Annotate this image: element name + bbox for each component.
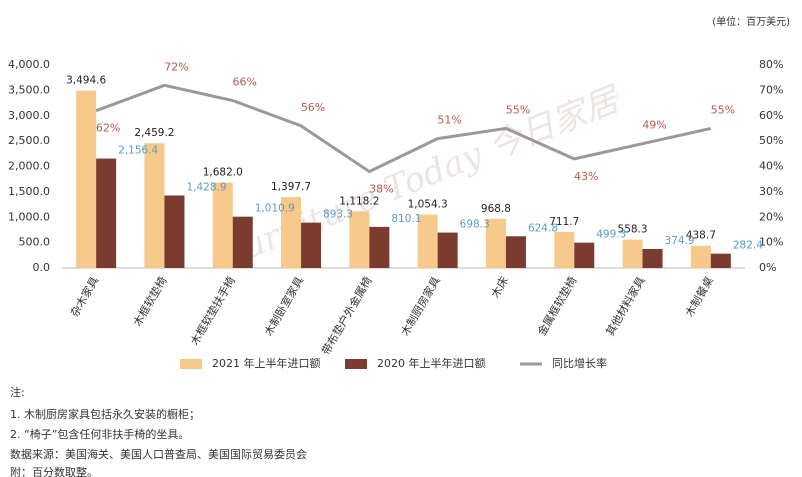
value-label: 1,010.9 — [255, 203, 295, 215]
y2-tick-label: 80% — [759, 58, 783, 71]
bar — [76, 90, 97, 268]
value-label: 968.8 — [481, 203, 511, 215]
value-label: 55% — [506, 103, 530, 116]
x-tick-label: 金属框软垫椅 — [534, 274, 579, 338]
note-title: 注: — [10, 386, 25, 399]
value-label: 49% — [642, 119, 666, 132]
value-label: 2,156.4 — [118, 145, 158, 157]
y-tick-label: 3,000.0 — [8, 109, 50, 122]
x-tick-label: 木制卧室家具 — [261, 274, 306, 338]
bar — [164, 195, 185, 268]
bar — [554, 231, 575, 268]
y-tick-label: 3,500.0 — [8, 83, 50, 96]
y-tick-label: 500.0 — [19, 236, 51, 249]
value-label: 66% — [233, 76, 257, 89]
value-label: 711.7 — [549, 216, 579, 228]
bar — [369, 226, 390, 268]
value-label: 810.1 — [391, 213, 421, 225]
bar — [96, 158, 117, 268]
y-tick-label: 0.0 — [33, 261, 51, 274]
bar — [281, 197, 302, 268]
x-tick-label: 木制厨房家具 — [398, 274, 443, 338]
value-label: 282.4 — [733, 240, 763, 252]
bar — [212, 182, 233, 268]
unit-label: (单位：百万美元) — [712, 15, 790, 28]
value-label: 374.9 — [665, 235, 695, 247]
x-tick-label: 其他材料家具 — [603, 274, 648, 338]
bar — [710, 253, 731, 268]
note-line: 数据来源：美国海关、美国人口普查局、美国国际贸易委员会 — [10, 448, 307, 461]
legend-label: 同比增长率 — [552, 356, 607, 370]
value-label: 1,054.3 — [408, 198, 448, 210]
legend-swatch — [180, 359, 202, 369]
legend-label: 2020 年上半年进口额 — [377, 356, 486, 370]
x-tick-label: 木制餐桌 — [682, 274, 716, 319]
value-label: 51% — [437, 114, 461, 127]
note-line: 附：百分数取整。 — [10, 466, 98, 477]
y-tick-label: 2,000.0 — [8, 160, 50, 173]
value-label: 38% — [369, 183, 393, 196]
legend-swatch — [345, 359, 367, 369]
y2-tick-label: 0% — [759, 261, 776, 274]
bar — [485, 218, 506, 268]
chart: (单位：百万美元) Furniture Today 今日家居 0.0500.01… — [8, 15, 790, 370]
value-label: 3,494.6 — [66, 75, 106, 87]
bar — [417, 214, 438, 268]
bar — [642, 248, 663, 268]
bar — [574, 242, 595, 268]
value-label: 893.3 — [323, 209, 353, 221]
value-label: 499.3 — [596, 229, 626, 241]
value-label: 1,428.9 — [186, 181, 226, 193]
x-tick-label: 木框软垫扶手椅 — [187, 274, 238, 348]
value-label: 558.3 — [618, 224, 648, 236]
y2-tick-label: 60% — [759, 109, 783, 122]
bar — [349, 211, 370, 268]
value-label: 438.7 — [686, 230, 716, 242]
y2-tick-label: 70% — [759, 83, 783, 96]
value-label: 56% — [301, 101, 325, 114]
bar — [437, 232, 458, 268]
y2-tick-label: 10% — [759, 236, 783, 249]
note-line: 1. 木制厨房家具包括永久安装的橱柜； — [10, 408, 200, 421]
note-line: 2. “椅子”包含任何非扶手椅的坐具。 — [10, 428, 190, 441]
x-tick-label: 杂木家具 — [67, 274, 101, 319]
x-tick-label: 带布垫户外金属椅 — [318, 274, 374, 357]
y2-tick-label: 40% — [759, 160, 783, 173]
value-label: 624.8 — [528, 222, 558, 234]
line — [95, 83, 712, 174]
x-tick-label: 木框软垫椅 — [130, 274, 170, 329]
y2-tick-label: 50% — [759, 134, 783, 147]
value-label: 62% — [96, 122, 120, 135]
y-tick-label: 2,500.0 — [8, 134, 50, 147]
y-tick-label: 1,000.0 — [8, 210, 50, 223]
y2-tick-label: 30% — [759, 185, 783, 198]
value-label: 43% — [574, 170, 598, 183]
bar — [301, 222, 322, 268]
value-label: 1,118.2 — [339, 195, 379, 207]
y-tick-label: 1,500.0 — [8, 185, 50, 198]
bar — [622, 239, 643, 268]
value-label: 72% — [164, 60, 188, 73]
y2-tick-label: 20% — [759, 210, 783, 223]
value-label: 1,397.7 — [271, 181, 311, 193]
value-label: 2,459.2 — [134, 127, 174, 139]
value-label: 698.3 — [460, 219, 490, 231]
bar — [690, 245, 711, 268]
bar — [232, 216, 253, 268]
legend-label: 2021 年上半年进口额 — [212, 356, 321, 370]
bar — [505, 236, 526, 268]
y-tick-label: 4,000.0 — [8, 58, 50, 71]
x-tick-label: 木床 — [488, 274, 511, 300]
bar — [144, 143, 165, 268]
value-label: 55% — [711, 103, 735, 116]
value-label: 1,682.0 — [203, 167, 243, 179]
